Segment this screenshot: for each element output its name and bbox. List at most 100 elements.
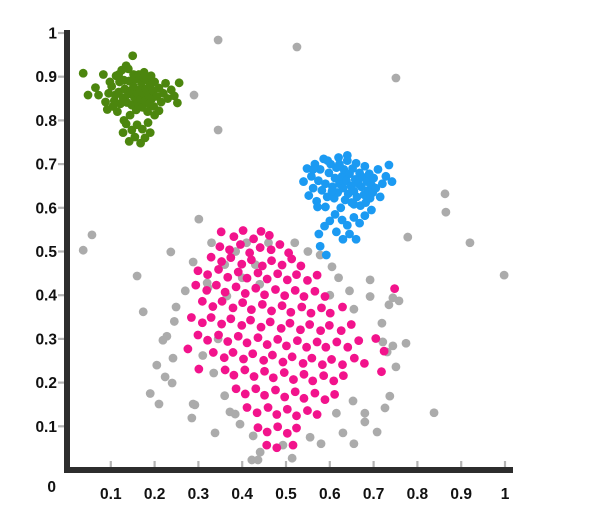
- data-point-cluster-pink: [245, 248, 255, 258]
- data-point-noise-gray: [394, 296, 404, 306]
- data-point-cluster-blue: [321, 202, 330, 212]
- data-point-cluster-pink: [253, 423, 263, 433]
- data-point-cluster-pink: [360, 358, 369, 368]
- data-point-cluster-pink: [292, 411, 301, 421]
- data-point-cluster-pink: [336, 326, 346, 335]
- data-point-cluster-pink: [257, 299, 267, 309]
- data-point-cluster-pink: [327, 355, 336, 364]
- x-tick-label: 0.9: [450, 486, 472, 503]
- data-point-cluster-blue: [330, 209, 340, 219]
- data-point-cluster-pink: [256, 226, 266, 236]
- data-point-noise-gray: [167, 378, 177, 388]
- data-point-noise-gray: [264, 238, 273, 248]
- data-point-noise-gray: [168, 353, 178, 363]
- data-point-cluster-pink: [251, 384, 261, 394]
- data-point-noise-gray: [360, 408, 370, 418]
- data-point-cluster-blue: [304, 191, 314, 200]
- data-point-cluster-pink: [249, 372, 259, 381]
- data-point-cluster-pink: [343, 342, 353, 352]
- data-point-noise-gray: [189, 90, 199, 100]
- data-point-cluster-pink: [305, 320, 315, 329]
- data-point-cluster-blue: [308, 164, 318, 174]
- x-tick-label: 0.7: [363, 486, 385, 503]
- data-point-cluster-pink: [299, 369, 309, 379]
- data-point-cluster-green: [107, 81, 117, 91]
- data-point-cluster-pink: [265, 317, 275, 327]
- data-point-cluster-pink: [338, 302, 347, 312]
- data-point-cluster-pink: [262, 427, 272, 437]
- data-point-noise-gray: [213, 125, 223, 135]
- data-point-cluster-pink: [306, 308, 316, 318]
- data-point-noise-gray: [388, 341, 398, 351]
- data-point-noise-gray: [188, 399, 198, 409]
- x-tick-label: 0.1: [100, 486, 122, 503]
- data-point-noise-gray: [220, 391, 230, 401]
- data-point-noise-gray: [349, 439, 359, 449]
- data-point-cluster-pink: [379, 346, 389, 356]
- data-point-cluster-pink: [287, 352, 297, 362]
- data-point-noise-gray: [290, 238, 300, 248]
- data-point-noise-gray: [384, 300, 394, 310]
- x-tick-label: 0.6: [319, 486, 341, 503]
- data-point-cluster-pink: [303, 406, 312, 415]
- data-point-noise-gray: [169, 317, 179, 326]
- data-point-noise-gray: [138, 307, 148, 317]
- data-point-cluster-blue: [367, 205, 376, 215]
- data-point-cluster-pink: [285, 318, 295, 328]
- data-point-noise-gray: [253, 455, 263, 465]
- data-point-cluster-pink: [292, 270, 301, 280]
- data-point-cluster-pink: [242, 403, 252, 412]
- data-point-cluster-blue: [324, 168, 334, 178]
- data-point-noise-gray: [171, 302, 181, 312]
- data-point-cluster-pink: [292, 336, 302, 346]
- data-point-cluster-pink: [377, 367, 386, 377]
- data-point-cluster-pink: [296, 261, 306, 271]
- data-point-noise-gray: [385, 391, 395, 401]
- data-point-noise-gray: [210, 428, 220, 438]
- data-point-cluster-pink: [282, 341, 291, 351]
- data-point-cluster-blue: [381, 171, 391, 181]
- x-tick-label: 0.2: [144, 486, 166, 503]
- data-point-cluster-blue: [320, 221, 329, 231]
- data-point-cluster-blue: [313, 202, 322, 212]
- x-tick-label: 0.3: [188, 486, 210, 503]
- data-point-cluster-blue: [352, 192, 362, 202]
- data-point-noise-gray: [292, 42, 302, 52]
- data-point-noise-gray: [132, 271, 142, 281]
- data-point-cluster-pink: [321, 342, 331, 352]
- data-point-cluster-pink: [271, 385, 280, 395]
- data-point-cluster-pink: [220, 365, 230, 375]
- data-point-cluster-pink: [354, 336, 364, 346]
- data-point-cluster-blue: [387, 177, 397, 186]
- data-point-cluster-green: [123, 64, 133, 74]
- data-point-cluster-pink: [183, 344, 193, 354]
- data-point-cluster-blue: [321, 250, 331, 260]
- data-point-cluster-pink: [246, 255, 256, 265]
- data-point-noise-gray: [403, 232, 413, 242]
- data-point-cluster-pink: [240, 389, 250, 399]
- data-point-noise-gray: [187, 413, 197, 423]
- data-point-cluster-pink: [282, 275, 292, 285]
- data-point-noise-gray: [499, 270, 509, 280]
- data-point-noise-gray: [78, 245, 88, 255]
- data-point-cluster-pink: [338, 360, 347, 370]
- data-point-noise-gray: [248, 431, 258, 441]
- data-point-cluster-pink: [332, 337, 342, 347]
- data-point-cluster-green: [128, 51, 138, 61]
- data-point-cluster-pink: [252, 408, 262, 418]
- data-point-cluster-blue: [360, 211, 370, 221]
- data-point-noise-gray: [194, 214, 204, 224]
- data-point-cluster-pink: [223, 337, 233, 346]
- data-point-cluster-blue: [308, 183, 318, 193]
- data-point-cluster-green: [78, 68, 88, 78]
- x-tick-label: 0.8: [407, 486, 429, 503]
- data-point-cluster-blue: [321, 179, 330, 189]
- data-point-noise-gray: [247, 455, 257, 465]
- data-point-noise-gray: [440, 189, 450, 199]
- data-point-cluster-pink: [310, 388, 320, 398]
- data-point-cluster-pink: [217, 257, 227, 266]
- data-point-cluster-blue: [314, 176, 323, 186]
- data-point-cluster-pink: [275, 240, 285, 249]
- data-point-cluster-pink: [260, 366, 269, 376]
